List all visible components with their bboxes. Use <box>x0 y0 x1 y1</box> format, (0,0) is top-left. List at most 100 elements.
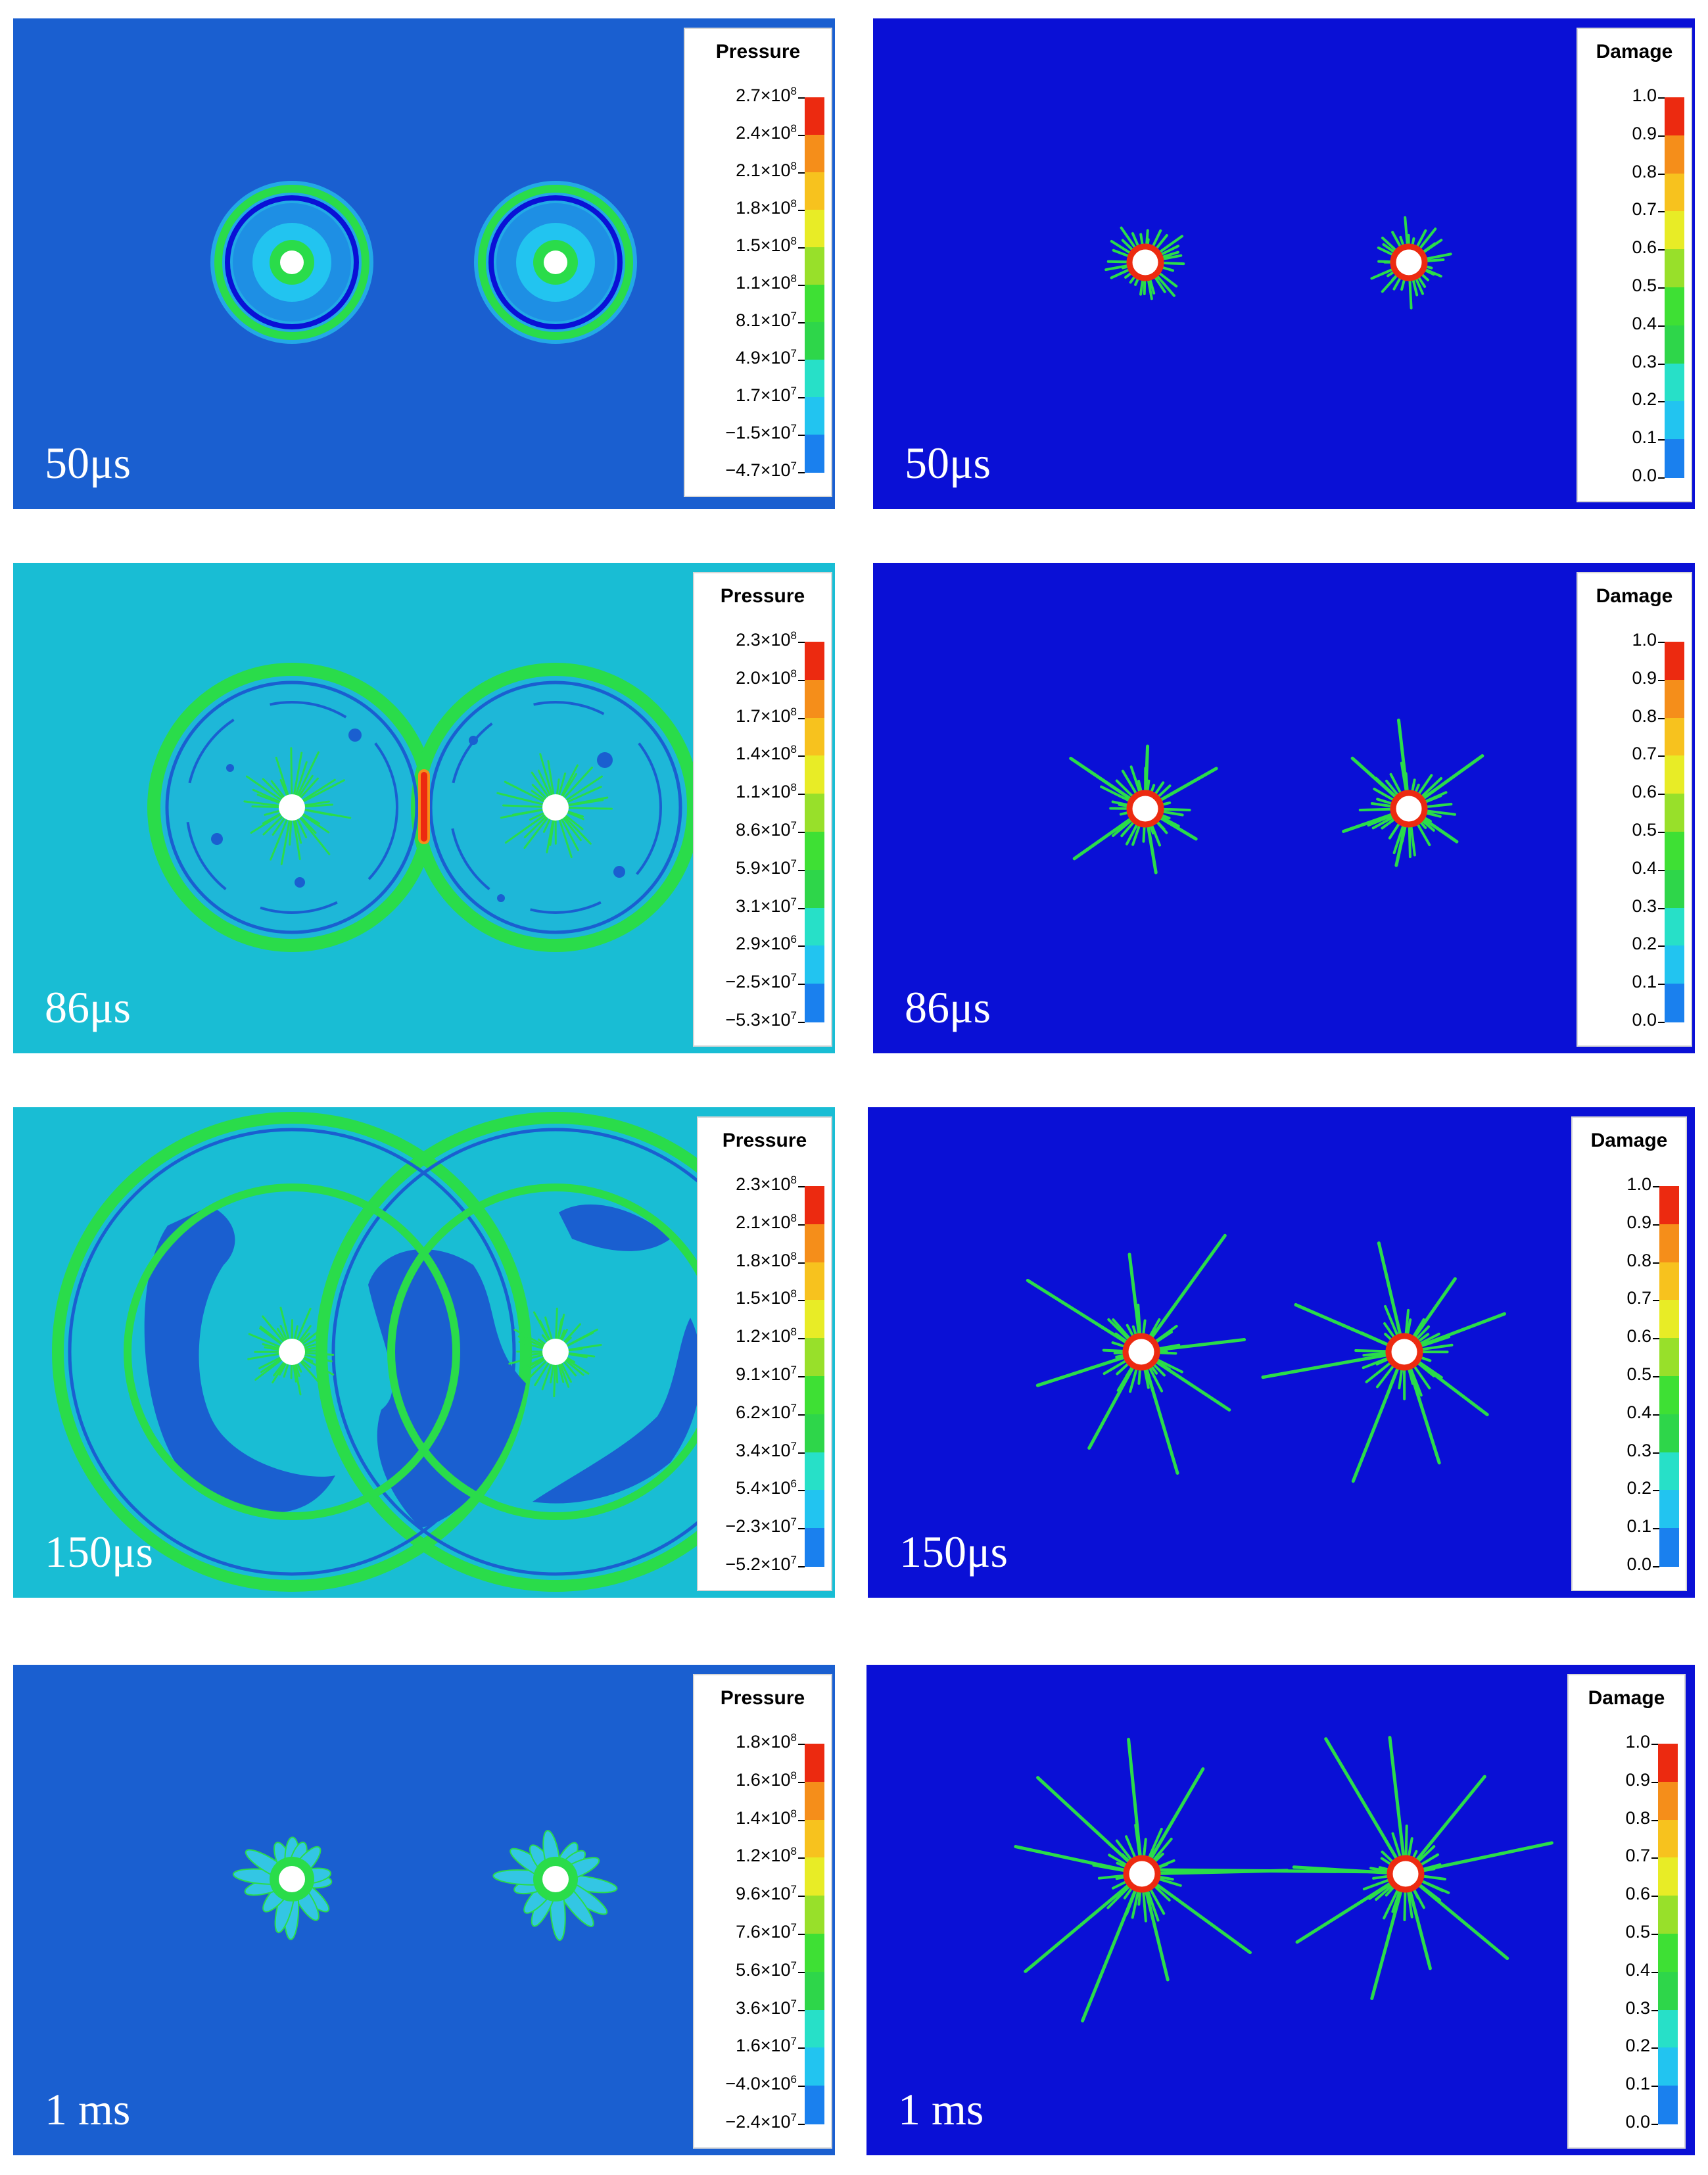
legend-tick-label: 9.1×107 <box>736 1364 797 1384</box>
legend-tick-label: 0.7 <box>1632 199 1657 220</box>
legend-tick-label: 8.6×107 <box>736 819 797 840</box>
color-bar-segment <box>805 1781 824 1821</box>
color-bar-segment <box>1665 363 1684 402</box>
color-bar-segment <box>1658 1971 1678 2011</box>
color-bar-segment <box>805 1300 824 1339</box>
legend-tick-mark <box>1658 249 1665 251</box>
legend-tick-label: 0.7 <box>1625 1846 1650 1866</box>
damage-legend: Damage 1.0 0.9 0.8 0.7 0.6 0.5 0.4 0.3 0.2 0.1 0.0 <box>1577 28 1692 502</box>
legend-tick-label: 2.3×108 <box>736 629 797 650</box>
time-label: 150μs <box>899 1527 1008 1577</box>
crack-network <box>1069 744 1218 874</box>
legend-tick-label: 2.3×108 <box>736 1174 797 1194</box>
time-label: 1 ms <box>898 2084 984 2134</box>
color-bar <box>1665 642 1684 1022</box>
legend-tick-label: 1.0 <box>1626 1174 1651 1194</box>
legend-tick-mark <box>798 1376 805 1377</box>
color-bar-segment <box>1658 1781 1678 1821</box>
color-bar-segment <box>1665 945 1684 985</box>
legend-tick-mark <box>798 472 805 473</box>
legend-tick-mark <box>798 984 805 986</box>
pressure-field-86us <box>147 663 700 952</box>
legend-tick-label: 0.2 <box>1632 389 1657 410</box>
legend-tick-mark <box>798 1744 805 1745</box>
color-bar-segment <box>805 1338 824 1377</box>
crack-line <box>1014 1845 1144 1876</box>
color-bar-segment <box>805 435 824 473</box>
color-bar-segment <box>1659 1528 1679 1567</box>
legend-tick-label: 1.0 <box>1632 630 1657 650</box>
legend-tick-label: 0.0 <box>1626 1554 1651 1574</box>
legend-tick-mark <box>798 285 805 286</box>
crack-line <box>1140 1767 1205 1876</box>
legend-title: Pressure <box>715 41 801 62</box>
time-label: 50μs <box>905 438 991 488</box>
color-bar-segment <box>1658 1744 1678 1782</box>
color-bar-segment <box>1665 135 1684 174</box>
legend-tick-label: 0.3 <box>1632 351 1657 371</box>
damage-field-50us <box>1104 216 1452 310</box>
borehole <box>1385 1333 1423 1371</box>
crack-line <box>1370 1872 1408 2000</box>
legend-title: Pressure <box>720 1687 805 1709</box>
legend-tick-mark <box>798 755 805 757</box>
legend-tick-mark <box>1651 2009 1658 2011</box>
legend-tick-mark <box>798 210 805 211</box>
legend-tick-label: 0.0 <box>1632 466 1657 485</box>
crack-line <box>1127 1738 1144 1876</box>
wave-right <box>474 181 637 344</box>
color-bar-segment <box>1659 1186 1679 1225</box>
legend-tick-mark <box>1651 1744 1658 1745</box>
crack-network <box>1261 1241 1506 1483</box>
color-bar-segment <box>805 322 824 360</box>
legend-tick-label: −2.3×107 <box>725 1516 797 1537</box>
legend-tick-mark <box>1658 211 1665 213</box>
color-bar-segment <box>1665 173 1684 212</box>
pressure-legend: Pressure 2.3×108 2.0×108 1.7×108 1.4×108 1.1×… <box>693 572 832 1047</box>
borehole <box>1390 243 1428 281</box>
legend-tick-label: −2.5×107 <box>725 971 797 992</box>
legend-tick-label: 2.9×106 <box>736 933 797 954</box>
color-bar-segment <box>1665 869 1684 909</box>
legend-tick-label: 8.1×107 <box>736 310 797 330</box>
legend-tick-mark <box>1651 2124 1658 2125</box>
legend-tick-label: 5.6×107 <box>736 1959 797 1980</box>
legend-tick-label: 0.9 <box>1625 1769 1650 1790</box>
color-bar-segment <box>1665 984 1684 1022</box>
legend-tick-mark <box>1651 2047 1658 2049</box>
color-bar <box>1665 97 1684 478</box>
color-bar-segment <box>805 397 824 435</box>
legend-tick-mark <box>798 1819 805 1821</box>
color-bar-segment <box>805 1971 824 2011</box>
legend-tick-label: 3.1×107 <box>736 895 797 916</box>
legend-tick-mark <box>798 1338 805 1340</box>
crack-line <box>1404 1872 1509 1961</box>
color-bar-segment <box>805 1819 824 1859</box>
damage-legend: Damage 1.0 0.9 0.8 0.7 0.6 0.5 0.4 0.3 0.2 0.1 0.0 <box>1567 1674 1686 2149</box>
legend-tick-label: 2.1×108 <box>736 1211 797 1232</box>
legend-tick-label: 1.7×107 <box>736 385 797 405</box>
legend-tick-label: 0.1 <box>1625 2074 1650 2094</box>
color-bar <box>1659 1186 1679 1567</box>
legend-tick-mark <box>1658 717 1665 719</box>
crack-network <box>1342 718 1484 867</box>
legend-tick-mark <box>1658 832 1665 833</box>
legend-tick-mark <box>1658 794 1665 796</box>
legend-tick-label: 1.0 <box>1632 85 1657 105</box>
borehole <box>1123 1855 1161 1893</box>
blobs <box>211 729 625 902</box>
legend-tick-mark <box>1658 135 1665 137</box>
legend-tick-mark <box>1651 1971 1658 1973</box>
legend-tick-mark <box>798 1300 805 1302</box>
color-bar-segment <box>1665 755 1684 795</box>
legend-tick-mark <box>1653 1490 1659 1492</box>
damage-panel-1ms: 1 ms Damage 1.0 0.9 0.8 0.7 0.6 0.5 0.4 0.3 0.2 0.… <box>866 1665 1695 2155</box>
damage-panel-150us: 150μs Damage 1.0 0.9 0.8 0.7 0.6 0.5 0.4 0.3 0.2 0… <box>868 1107 1695 1598</box>
crack-line <box>1139 1233 1227 1354</box>
legend-tick-mark <box>1658 869 1665 871</box>
legend-tick-label: 1.1×108 <box>736 781 797 802</box>
legend-tick-label: 7.6×107 <box>736 1921 797 1942</box>
legend-tick-label: 4.9×107 <box>736 347 797 368</box>
color-bar-segment <box>805 794 824 832</box>
crack-line <box>1036 1776 1144 1876</box>
